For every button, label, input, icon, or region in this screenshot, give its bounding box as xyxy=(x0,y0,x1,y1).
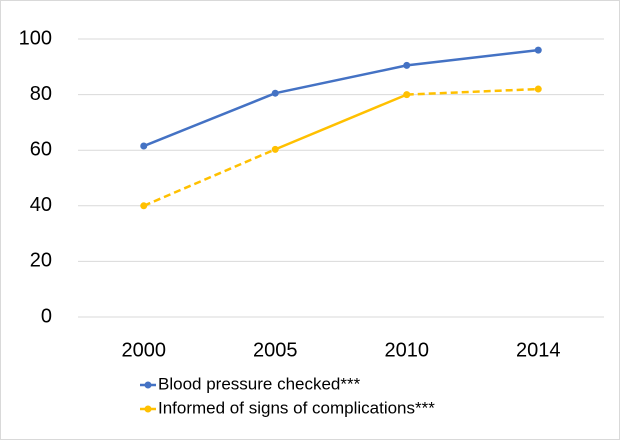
data-point xyxy=(403,61,411,69)
data-point xyxy=(140,142,148,150)
y-tick-label: 20 xyxy=(30,250,52,272)
y-tick-label: 40 xyxy=(30,194,52,216)
data-point xyxy=(271,145,279,153)
series-line-segment xyxy=(274,93,408,151)
x-tick-label: 2010 xyxy=(385,339,430,361)
x-tick-label: 2000 xyxy=(122,339,167,361)
legend-label: Informed of signs of complications*** xyxy=(158,398,435,417)
legend-marker xyxy=(144,381,152,389)
series-line-segment xyxy=(274,64,408,95)
data-point xyxy=(534,85,542,93)
y-tick-label: 80 xyxy=(30,83,52,105)
series-line-segment xyxy=(406,48,539,67)
y-tick-label: 60 xyxy=(30,138,52,160)
y-tick-label: 0 xyxy=(41,305,52,327)
data-point xyxy=(140,202,148,210)
x-tick-label: 2005 xyxy=(253,339,298,361)
y-tick-label: 100 xyxy=(19,27,52,49)
data-point xyxy=(534,46,542,54)
legend-marker xyxy=(144,405,152,413)
x-tick-label: 2014 xyxy=(516,339,561,361)
legend-label: Blood pressure checked*** xyxy=(158,374,361,393)
series-line-segment xyxy=(143,92,276,148)
data-point xyxy=(403,91,411,99)
data-point xyxy=(271,89,279,97)
series-line-segment xyxy=(143,148,276,207)
